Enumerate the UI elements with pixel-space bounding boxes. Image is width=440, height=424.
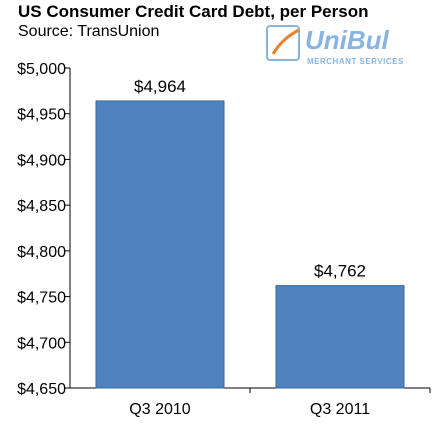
bar-data-label: $4,964 <box>134 77 186 96</box>
y-tick-label: $4,750 <box>17 290 66 307</box>
bar <box>275 285 405 389</box>
chart-bars <box>95 100 405 389</box>
y-tick-label: $4,850 <box>17 198 66 215</box>
logo-wordmark: UniBul <box>305 25 390 55</box>
chart-title: US Consumer Credit Card Debt, per Person <box>18 2 369 21</box>
y-tick-label: $4,700 <box>17 335 66 352</box>
y-tick-label: $5,000 <box>17 61 66 78</box>
bar <box>95 100 225 389</box>
y-tick-label: $4,650 <box>17 381 66 398</box>
y-tick-label: $4,800 <box>17 244 66 261</box>
chart-labels: $4,964 Q3 2010 $4,762 Q3 2011 <box>129 77 370 418</box>
chart-source: Source: TransUnion <box>18 23 160 40</box>
bar-data-label: $4,762 <box>314 262 366 281</box>
y-tick-label: $4,900 <box>17 152 66 169</box>
x-tick-label: Q3 2010 <box>129 401 190 418</box>
y-tick-label: $4,950 <box>17 107 66 124</box>
logo-mark-icon <box>266 25 300 61</box>
unibul-logo: UniBul MERCHANT SERVICES <box>266 25 404 66</box>
logo-tagline: MERCHANT SERVICES <box>307 57 404 66</box>
x-tick-label: Q3 2011 <box>310 401 370 418</box>
